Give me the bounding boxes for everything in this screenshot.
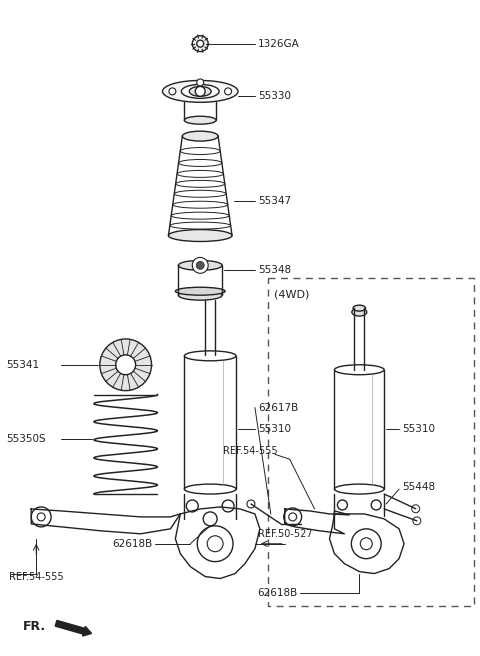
Text: REF.54-555: REF.54-555 <box>9 571 64 582</box>
Circle shape <box>225 88 231 95</box>
Circle shape <box>116 355 136 375</box>
Circle shape <box>186 500 198 512</box>
Text: (4WD): (4WD) <box>274 289 309 299</box>
Text: 55330: 55330 <box>258 91 291 101</box>
Circle shape <box>203 512 217 526</box>
Text: 62618B: 62618B <box>112 539 153 549</box>
Text: 55448: 55448 <box>402 482 435 492</box>
Circle shape <box>247 500 255 508</box>
Circle shape <box>197 79 204 86</box>
Circle shape <box>351 529 381 559</box>
FancyArrow shape <box>55 621 92 636</box>
Circle shape <box>413 517 421 525</box>
Ellipse shape <box>168 230 232 241</box>
Circle shape <box>412 504 420 513</box>
Circle shape <box>284 508 301 526</box>
Circle shape <box>100 339 152 390</box>
Bar <box>268 278 474 606</box>
Text: REF.54-555: REF.54-555 <box>223 446 278 457</box>
Circle shape <box>169 88 176 95</box>
Ellipse shape <box>184 484 236 494</box>
Circle shape <box>31 507 51 527</box>
Ellipse shape <box>353 305 365 311</box>
Ellipse shape <box>335 484 384 494</box>
Ellipse shape <box>184 116 216 124</box>
Circle shape <box>195 87 205 96</box>
Text: FR.: FR. <box>23 620 47 633</box>
Ellipse shape <box>175 287 225 295</box>
Text: 55347: 55347 <box>258 195 291 206</box>
Circle shape <box>192 257 208 274</box>
Ellipse shape <box>189 87 211 96</box>
Text: 55350S: 55350S <box>6 434 46 444</box>
Circle shape <box>222 500 234 512</box>
Circle shape <box>197 40 204 47</box>
Ellipse shape <box>182 131 218 141</box>
Circle shape <box>371 500 381 510</box>
Ellipse shape <box>352 308 367 316</box>
Circle shape <box>337 500 348 510</box>
Circle shape <box>197 526 233 562</box>
Text: 62618B: 62618B <box>257 588 298 598</box>
Circle shape <box>192 35 208 52</box>
Ellipse shape <box>184 351 236 361</box>
Ellipse shape <box>179 260 222 270</box>
Ellipse shape <box>335 365 384 375</box>
Text: 55310: 55310 <box>258 424 291 434</box>
Ellipse shape <box>162 81 238 102</box>
Ellipse shape <box>181 85 219 98</box>
Text: 1326GA: 1326GA <box>258 39 300 49</box>
Text: 55348: 55348 <box>258 265 291 276</box>
Ellipse shape <box>179 290 222 300</box>
Text: 55341: 55341 <box>6 359 39 370</box>
Ellipse shape <box>203 352 217 358</box>
Text: 62617B: 62617B <box>258 403 298 413</box>
Circle shape <box>196 261 204 270</box>
Text: REF.50-527: REF.50-527 <box>258 529 312 539</box>
Text: 55310: 55310 <box>402 424 435 434</box>
